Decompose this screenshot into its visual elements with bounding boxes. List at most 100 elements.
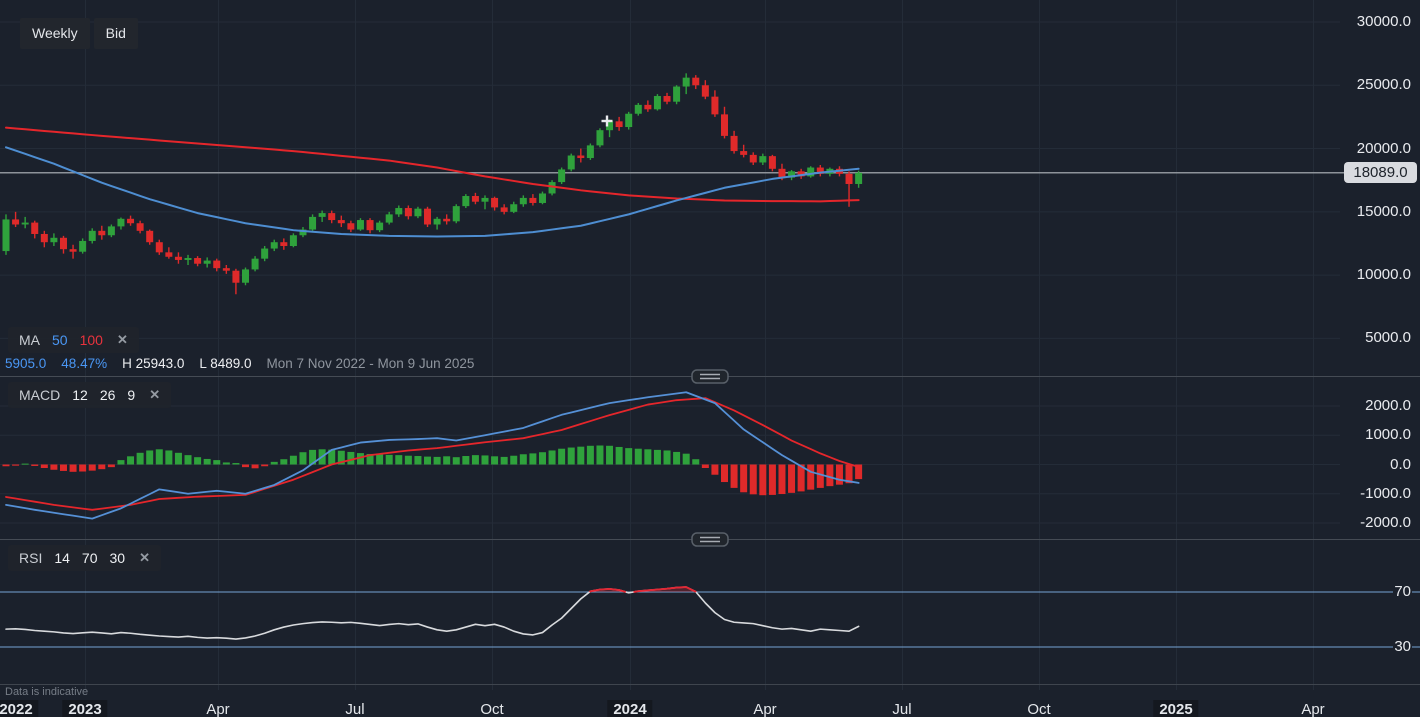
rsi-overbought-fill bbox=[589, 588, 626, 592]
candle-body bbox=[673, 86, 681, 102]
macd-histogram-bar bbox=[424, 456, 432, 465]
macd-histogram-bar bbox=[270, 461, 278, 465]
candle-body bbox=[711, 96, 719, 115]
macd-histogram-bar bbox=[213, 460, 221, 465]
timeframe-button[interactable]: Weekly bbox=[20, 18, 90, 49]
macd-histogram-bar bbox=[653, 449, 661, 465]
candle-body bbox=[749, 154, 757, 163]
candle-body bbox=[203, 260, 211, 264]
macd-histogram-bar bbox=[59, 464, 67, 471]
macd-histogram-bar bbox=[433, 456, 441, 465]
macd-histogram-bar bbox=[155, 449, 163, 465]
macd-histogram-bar bbox=[117, 460, 125, 465]
macd-histogram-bar bbox=[682, 453, 690, 465]
macd-axis-label: -1000.0 bbox=[1359, 484, 1412, 502]
macd-histogram-bar bbox=[79, 464, 87, 472]
rsi-axis-label: 70 bbox=[1393, 583, 1412, 600]
low-label: L bbox=[199, 356, 207, 371]
macd-histogram-bar bbox=[807, 464, 815, 490]
range-low: L 8489.0 bbox=[199, 356, 251, 371]
ma-indicator-legend[interactable]: MA 50 100 ✕ bbox=[8, 327, 139, 353]
high-value: 25943.0 bbox=[135, 356, 185, 371]
macd-histogram-bar bbox=[577, 446, 585, 465]
candle-body bbox=[653, 96, 661, 110]
candle-body bbox=[318, 213, 326, 217]
candle-body bbox=[356, 220, 364, 230]
macd-histogram-bar bbox=[242, 464, 249, 468]
macd-signal-line bbox=[5, 397, 860, 511]
candle-body bbox=[519, 197, 527, 205]
candle-body bbox=[366, 220, 374, 231]
macd-histogram-bar bbox=[826, 464, 834, 487]
ma100-line bbox=[5, 126, 860, 203]
ma-period-slow: 100 bbox=[79, 332, 103, 348]
macd-histogram-bar bbox=[835, 464, 843, 485]
macd-close-icon[interactable]: ✕ bbox=[149, 387, 161, 402]
macd-indicator-legend[interactable]: MACD 12 26 9 ✕ bbox=[8, 382, 172, 408]
candle-body bbox=[768, 156, 776, 169]
macd-histogram-bar bbox=[481, 455, 489, 465]
chart-toolbar: Weekly Bid bbox=[20, 18, 138, 49]
macd-histogram-bar bbox=[778, 464, 786, 495]
panel-resize-handle[interactable] bbox=[691, 532, 729, 547]
candle-body bbox=[31, 222, 39, 234]
candle-body bbox=[730, 135, 738, 152]
rsi-indicator-legend[interactable]: RSI 14 70 30 ✕ bbox=[8, 545, 161, 571]
candle-body bbox=[280, 242, 288, 247]
time-axis-label: Jul bbox=[892, 701, 912, 717]
macd-histogram-bar bbox=[414, 456, 422, 465]
candle-body bbox=[788, 171, 796, 178]
macd-axis-label: 2000.0 bbox=[1364, 397, 1412, 415]
candle-body bbox=[251, 258, 259, 270]
candle-body bbox=[500, 207, 508, 212]
ma-period-fast: 50 bbox=[52, 332, 68, 348]
time-axis-label: Apr bbox=[206, 701, 230, 717]
candle-body bbox=[107, 226, 115, 236]
macd-histogram-bar bbox=[759, 464, 767, 496]
macd-histogram-bar bbox=[749, 464, 757, 495]
macd-histogram-bar bbox=[721, 464, 728, 483]
macd-histogram-bar bbox=[31, 464, 39, 466]
macd-histogram-bar bbox=[328, 449, 336, 465]
candle-body bbox=[261, 248, 269, 259]
candle-body bbox=[136, 223, 144, 231]
price-axis-label: 25000.0 bbox=[1355, 76, 1412, 94]
candle-body bbox=[88, 230, 96, 241]
price-type-button[interactable]: Bid bbox=[93, 18, 138, 49]
candle-body bbox=[337, 220, 345, 224]
panel-resize-handle[interactable] bbox=[691, 369, 729, 384]
macd-histogram-bar bbox=[816, 464, 824, 488]
macd-histogram-bar bbox=[366, 453, 374, 465]
macd-histogram-bar bbox=[261, 464, 269, 467]
macd-histogram-bar bbox=[88, 464, 96, 471]
candle-body bbox=[127, 218, 135, 224]
candle-body bbox=[289, 235, 297, 247]
macd-histogram-bar bbox=[12, 464, 20, 466]
macd-histogram-bar bbox=[500, 456, 508, 465]
macd-histogram-bar bbox=[251, 464, 259, 469]
ma-close-icon[interactable]: ✕ bbox=[116, 332, 128, 347]
macd-histogram-bar bbox=[548, 450, 556, 465]
candle-body bbox=[232, 270, 240, 283]
macd-histogram-bar bbox=[69, 464, 77, 472]
candle-body bbox=[443, 218, 451, 222]
rsi-close-icon[interactable]: ✕ bbox=[139, 550, 150, 565]
candle-body bbox=[663, 96, 671, 102]
time-axis-label: Oct bbox=[1027, 701, 1051, 717]
candle-body bbox=[213, 260, 221, 269]
candle-body bbox=[424, 208, 432, 225]
macd-histogram-bar bbox=[529, 453, 537, 465]
macd-histogram-bar bbox=[174, 452, 182, 465]
macd-axis-label: 1000.0 bbox=[1364, 426, 1412, 444]
macd-histogram-bar bbox=[337, 450, 345, 465]
macd-histogram-bar bbox=[376, 454, 384, 465]
time-axis-label: Apr bbox=[1301, 701, 1325, 717]
macd-histogram-bar bbox=[146, 450, 154, 465]
price-axis-label: 15000.0 bbox=[1355, 202, 1412, 220]
macd-histogram-bar bbox=[625, 448, 633, 465]
macd-histogram-bar bbox=[768, 464, 776, 495]
macd-histogram-bar bbox=[21, 463, 29, 465]
macd-histogram-bar bbox=[692, 459, 700, 465]
macd-axis-label: 0.0 bbox=[1389, 455, 1412, 473]
